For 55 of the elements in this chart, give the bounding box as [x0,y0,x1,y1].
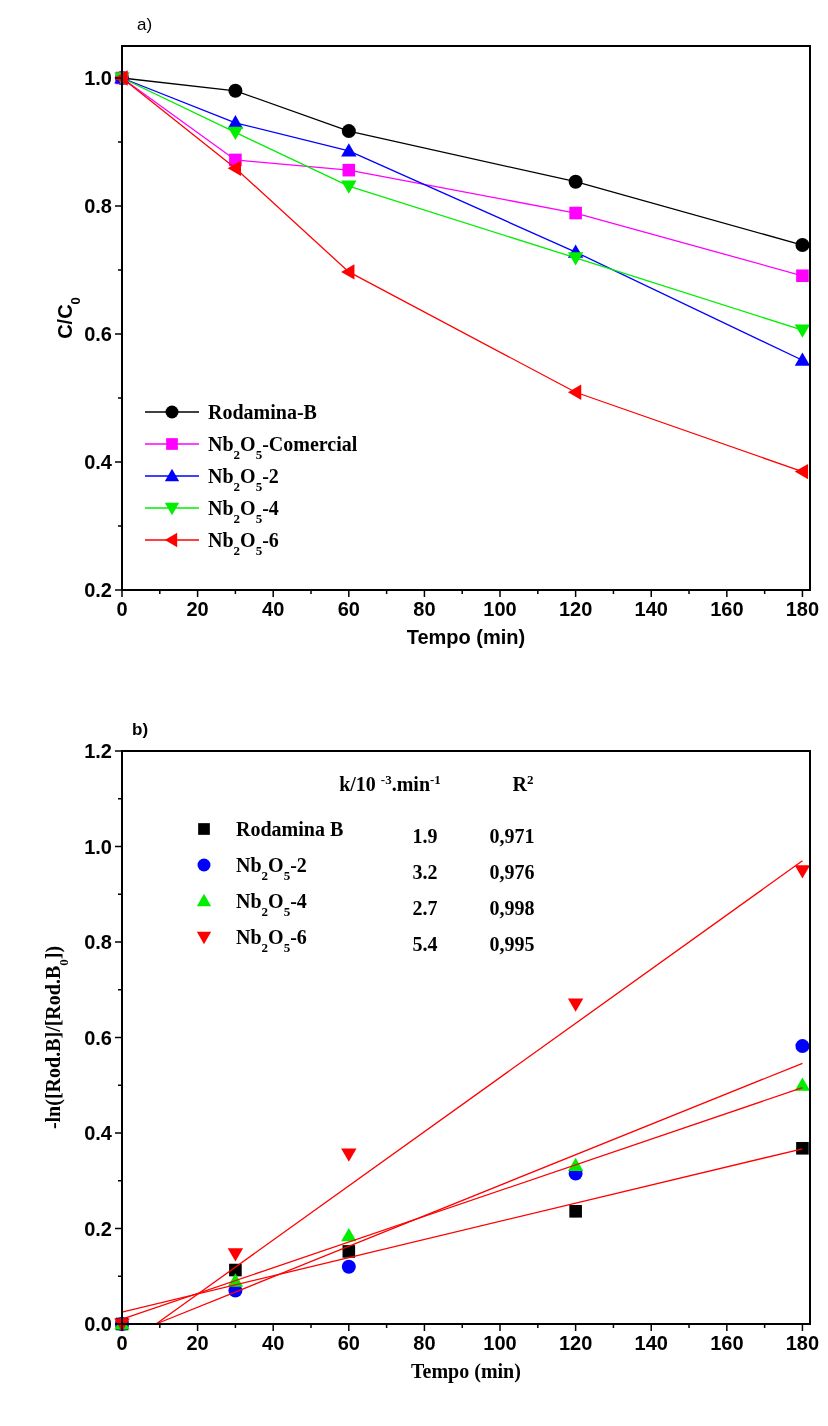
x-tick-label: 140 [634,598,668,620]
annotation: R$^{2}$ [512,771,534,795]
x-tick-label: 20 [186,598,209,620]
y-tick-label: 0.2 [84,579,112,601]
y-tick-label: 0.4 [84,1122,113,1144]
annotation: 0,998 [489,897,535,919]
chart-title: a) [137,15,153,34]
y-tick-label: 0.6 [84,1026,112,1049]
x-tick-label: 180 [785,1332,820,1354]
legend-label: Rodamina-B [208,401,317,423]
x-tick-label: 0 [116,1332,128,1354]
y-tick-label: 1.0 [84,835,112,858]
y-tick-label: 0.4 [84,451,113,473]
y-tick-label: 0.8 [84,931,112,953]
x-tick-label: 120 [558,1332,593,1354]
annotation: 1.9 [412,825,438,847]
legend-label: Nb$_{2}$O$_{5}$-4 [208,497,279,526]
y-tick-label: 0.2 [84,1217,112,1240]
annotation: 0,976 [489,861,535,883]
y-tick-label: 1.0 [84,67,112,89]
legend-label: Nb$_{2}$O$_{5}$-4 [236,890,307,919]
x-tick-label: 0 [116,598,128,620]
legend-label: Nb$_{2}$O$_{5}$-2 [208,465,279,494]
x-tick-label: 60 [337,1332,360,1354]
y-tick-label: 0.8 [84,195,112,217]
x-tick-label: 80 [413,1332,436,1354]
legend-label: Nb$_{2}$O$_{5}$-2 [236,854,307,883]
legend-label: Nb$_{2}$O$_{5}$-6 [208,529,279,558]
x-tick-label: 100 [483,598,517,620]
x-tick-label: 40 [262,598,285,620]
x-axis-title: Tempo (min) [411,1360,521,1383]
annotation: 0,971 [489,825,535,847]
x-tick-label: 120 [558,598,593,620]
y-tick-label: 0.0 [84,1313,112,1335]
x-tick-label: 180 [785,598,820,620]
x-tick-label: 140 [634,1332,668,1354]
x-axis-title: Tempo (min) [406,626,526,648]
x-tick-label: 40 [262,1332,285,1354]
annotation: 3.2 [412,861,438,883]
annotation: 0,995 [489,933,535,955]
legend-label: Nb$_{2}$O$_{5}$-6 [236,926,307,955]
chart-title: b) [132,720,149,739]
x-tick-label: 100 [483,1332,517,1354]
x-tick-label: 160 [710,1332,744,1354]
annotation: 2.7 [412,897,438,919]
x-tick-label: 160 [710,598,744,620]
x-tick-label: 60 [337,598,360,620]
legend-label: Rodamina B [236,818,344,840]
y-tick-label: 1.2 [84,740,112,762]
annotation: k/10 $^{-3}$.min$^{-1}$ [339,771,441,795]
legend-label: Nb$_{2}$O$_{5}$-Comercial [208,433,358,462]
y-tick-label: 0.6 [84,323,112,345]
annotation: 5.4 [412,933,438,955]
x-tick-label: 20 [186,1332,209,1354]
x-tick-label: 80 [413,598,436,620]
